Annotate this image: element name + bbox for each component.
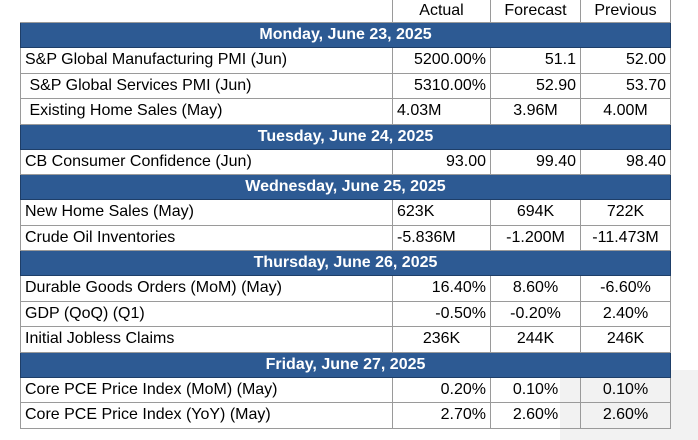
table-row: New Home Sales (May) 623K 694K 722K	[20, 199, 671, 226]
previous-value: -11.473M	[580, 224, 671, 251]
day-header-row: Thursday, June 26, 2025	[20, 250, 671, 276]
previous-value: 722K	[580, 199, 671, 226]
indicator-name: S&P Global Manufacturing PMI (Jun)	[20, 47, 393, 74]
actual-value: 2.70%	[392, 402, 491, 429]
day-header-row: Wednesday, June 25, 2025	[20, 174, 671, 200]
header-previous: Previous	[580, 0, 671, 23]
indicator-name: Core PCE Price Index (YoY) (May)	[20, 402, 393, 429]
actual-value: 16.40%	[392, 275, 491, 302]
forecast-value: 0.10%	[490, 376, 581, 403]
forecast-value: 694K	[490, 199, 581, 226]
actual-value: 236K	[392, 326, 491, 353]
previous-value: 4.00M	[580, 98, 671, 125]
table-row: Existing Home Sales (May) 4.03M 3.96M 4.…	[20, 98, 671, 125]
table-row: CB Consumer Confidence (Jun) 93.00 99.40…	[20, 148, 671, 175]
forecast-value: 2.60%	[490, 402, 581, 429]
forecast-value: 51.1	[490, 47, 581, 74]
actual-value: -0.50%	[392, 300, 491, 327]
forecast-value: 8.60%	[490, 275, 581, 302]
table-row: Crude Oil Inventories -5.836M -1.200M -1…	[20, 224, 671, 251]
previous-value: 246K	[580, 326, 671, 353]
forecast-value: -1.200M	[490, 224, 581, 251]
day-header-row: Friday, June 27, 2025	[20, 351, 671, 378]
table-row: S&P Global Manufacturing PMI (Jun) 5200.…	[20, 47, 671, 74]
forecast-value: 244K	[490, 326, 581, 353]
indicator-name: New Home Sales (May)	[20, 199, 393, 226]
table-row: GDP (QoQ) (Q1) -0.50% -0.20% 2.40%	[20, 300, 671, 327]
actual-value: 4.03M	[392, 98, 491, 125]
day-label: Friday, June 27, 2025	[20, 351, 671, 378]
table-row: S&P Global Services PMI (Jun) 5310.00% 5…	[20, 72, 671, 99]
header-row: Actual Forecast Previous	[20, 0, 671, 23]
actual-value: 0.20%	[392, 376, 491, 403]
indicator-name: Crude Oil Inventories	[20, 224, 393, 251]
indicator-name: Core PCE Price Index (MoM) (May)	[20, 376, 393, 403]
table-row: Core PCE Price Index (YoY) (May) 2.70% 2…	[20, 402, 671, 429]
previous-value: 52.00	[580, 47, 671, 74]
day-label: Tuesday, June 24, 2025	[20, 123, 671, 150]
header-forecast: Forecast	[490, 0, 581, 23]
forecast-value: 3.96M	[490, 98, 581, 125]
economic-calendar-table: Actual Forecast Previous Monday, June 23…	[20, 0, 671, 429]
indicator-name: Durable Goods Orders (MoM) (May)	[20, 275, 393, 302]
day-label: Monday, June 23, 2025	[20, 22, 671, 48]
actual-value: 5200.00%	[392, 47, 491, 74]
previous-value: 53.70	[580, 72, 671, 99]
forecast-value: 52.90	[490, 72, 581, 99]
previous-value: 98.40	[580, 148, 671, 175]
indicator-name: Initial Jobless Claims	[20, 326, 393, 353]
indicator-name: Existing Home Sales (May)	[20, 98, 393, 125]
actual-value: -5.836M	[392, 224, 491, 251]
header-blank	[20, 0, 393, 23]
forecast-value: -0.20%	[490, 300, 581, 327]
indicator-name: S&P Global Services PMI (Jun)	[20, 72, 393, 99]
indicator-name: CB Consumer Confidence (Jun)	[20, 148, 393, 175]
previous-value: 0.10%	[580, 376, 671, 403]
indicator-name: GDP (QoQ) (Q1)	[20, 300, 393, 327]
day-label: Thursday, June 26, 2025	[20, 250, 671, 276]
forecast-value: 99.40	[490, 148, 581, 175]
day-header-row: Monday, June 23, 2025	[20, 22, 671, 48]
previous-value: -6.60%	[580, 275, 671, 302]
previous-value: 2.40%	[580, 300, 671, 327]
previous-value: 2.60%	[580, 402, 671, 429]
actual-value: 93.00	[392, 148, 491, 175]
day-header-row: Tuesday, June 24, 2025	[20, 123, 671, 150]
actual-value: 5310.00%	[392, 72, 491, 99]
table-row: Initial Jobless Claims 236K 244K 246K	[20, 326, 671, 353]
table-row: Durable Goods Orders (MoM) (May) 16.40% …	[20, 275, 671, 302]
header-actual: Actual	[392, 0, 491, 23]
day-label: Wednesday, June 25, 2025	[20, 174, 671, 200]
actual-value: 623K	[392, 199, 491, 226]
table-row: Core PCE Price Index (MoM) (May) 0.20% 0…	[20, 376, 671, 403]
